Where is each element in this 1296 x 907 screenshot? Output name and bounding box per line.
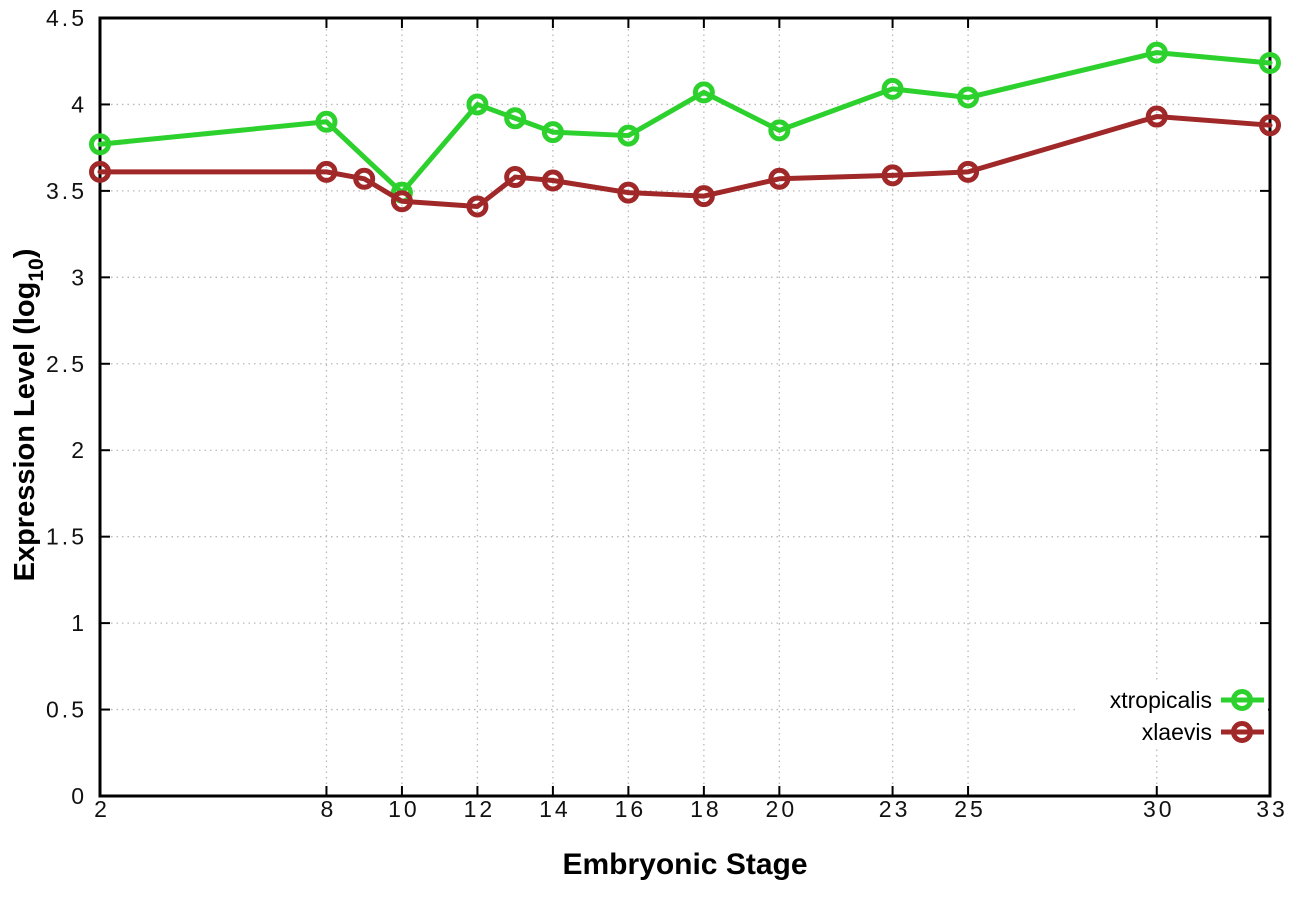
y-axis-label: Expression Level (log10) xyxy=(9,249,48,582)
data-point-xlaevis xyxy=(617,181,640,204)
x-tick-label: 18 xyxy=(690,796,722,822)
data-point-xtropicalis xyxy=(1259,51,1281,74)
x-tick-label: 23 xyxy=(879,796,911,822)
x-tick-label: 33 xyxy=(1256,796,1288,822)
y-tick-label: 3.5 xyxy=(46,178,87,204)
x-tick-label: 30 xyxy=(1143,796,1175,822)
y-tick-label: 1.5 xyxy=(46,524,87,550)
data-point-xtropicalis xyxy=(504,107,527,130)
data-point-xtropicalis xyxy=(541,121,564,144)
x-tick-label: 2 xyxy=(94,796,110,822)
data-point-xtropicalis xyxy=(315,110,338,133)
x-tick-label: 8 xyxy=(321,796,337,822)
data-point-xlaevis xyxy=(1259,114,1281,137)
x-tick-label: 16 xyxy=(615,796,647,822)
plot-border xyxy=(98,16,1272,798)
y-tick-label: 0 xyxy=(71,783,87,809)
x-tick-label: 12 xyxy=(464,796,496,822)
data-point-xlaevis xyxy=(692,185,715,208)
legend-label-xtropicalis: xtropicalis xyxy=(1110,687,1212,713)
data-point-xlaevis xyxy=(89,160,111,183)
y-tick-label: 2.5 xyxy=(46,351,87,377)
legend-sample-marker-xtropicalis xyxy=(1231,689,1253,711)
data-point-xtropicalis xyxy=(768,119,791,142)
data-point-xlaevis xyxy=(957,160,980,183)
data-point-xlaevis xyxy=(881,164,904,187)
data-point-xtropicalis xyxy=(881,77,904,100)
x-tick-label: 25 xyxy=(954,796,986,822)
data-point-xlaevis xyxy=(768,167,791,190)
y-tick-label: 3 xyxy=(71,264,87,290)
data-point-xlaevis xyxy=(466,195,489,218)
data-point-xlaevis xyxy=(315,160,338,183)
y-tick-label: 4.5 xyxy=(46,5,87,31)
data-point-xlaevis xyxy=(1145,105,1168,128)
data-point-xtropicalis xyxy=(466,93,489,116)
y-tick-label: 0.5 xyxy=(46,697,87,723)
legend-label-xlaevis: xlaevis xyxy=(1142,719,1212,745)
data-point-xtropicalis xyxy=(692,81,715,104)
data-point-xtropicalis xyxy=(89,133,111,156)
y-tick-label: 4 xyxy=(71,91,87,117)
data-point-xlaevis xyxy=(390,190,413,213)
data-point-xtropicalis xyxy=(617,124,640,147)
y-tick-label: 1 xyxy=(71,610,87,636)
x-tick-label: 10 xyxy=(388,796,420,822)
data-point-xlaevis xyxy=(504,166,527,189)
x-tick-label: 20 xyxy=(766,796,798,822)
data-point-xlaevis xyxy=(353,167,376,190)
legend-sample-marker-xlaevis xyxy=(1231,721,1253,743)
x-axis-label: Embryonic Stage xyxy=(562,848,807,881)
y-tick-label: 2 xyxy=(71,437,87,463)
data-point-xlaevis xyxy=(541,169,564,192)
data-point-xtropicalis xyxy=(957,86,980,109)
x-tick-label: 14 xyxy=(539,796,571,822)
data-point-xtropicalis xyxy=(1145,41,1168,64)
legend: xtropicalis xlaevis xyxy=(1076,683,1268,749)
